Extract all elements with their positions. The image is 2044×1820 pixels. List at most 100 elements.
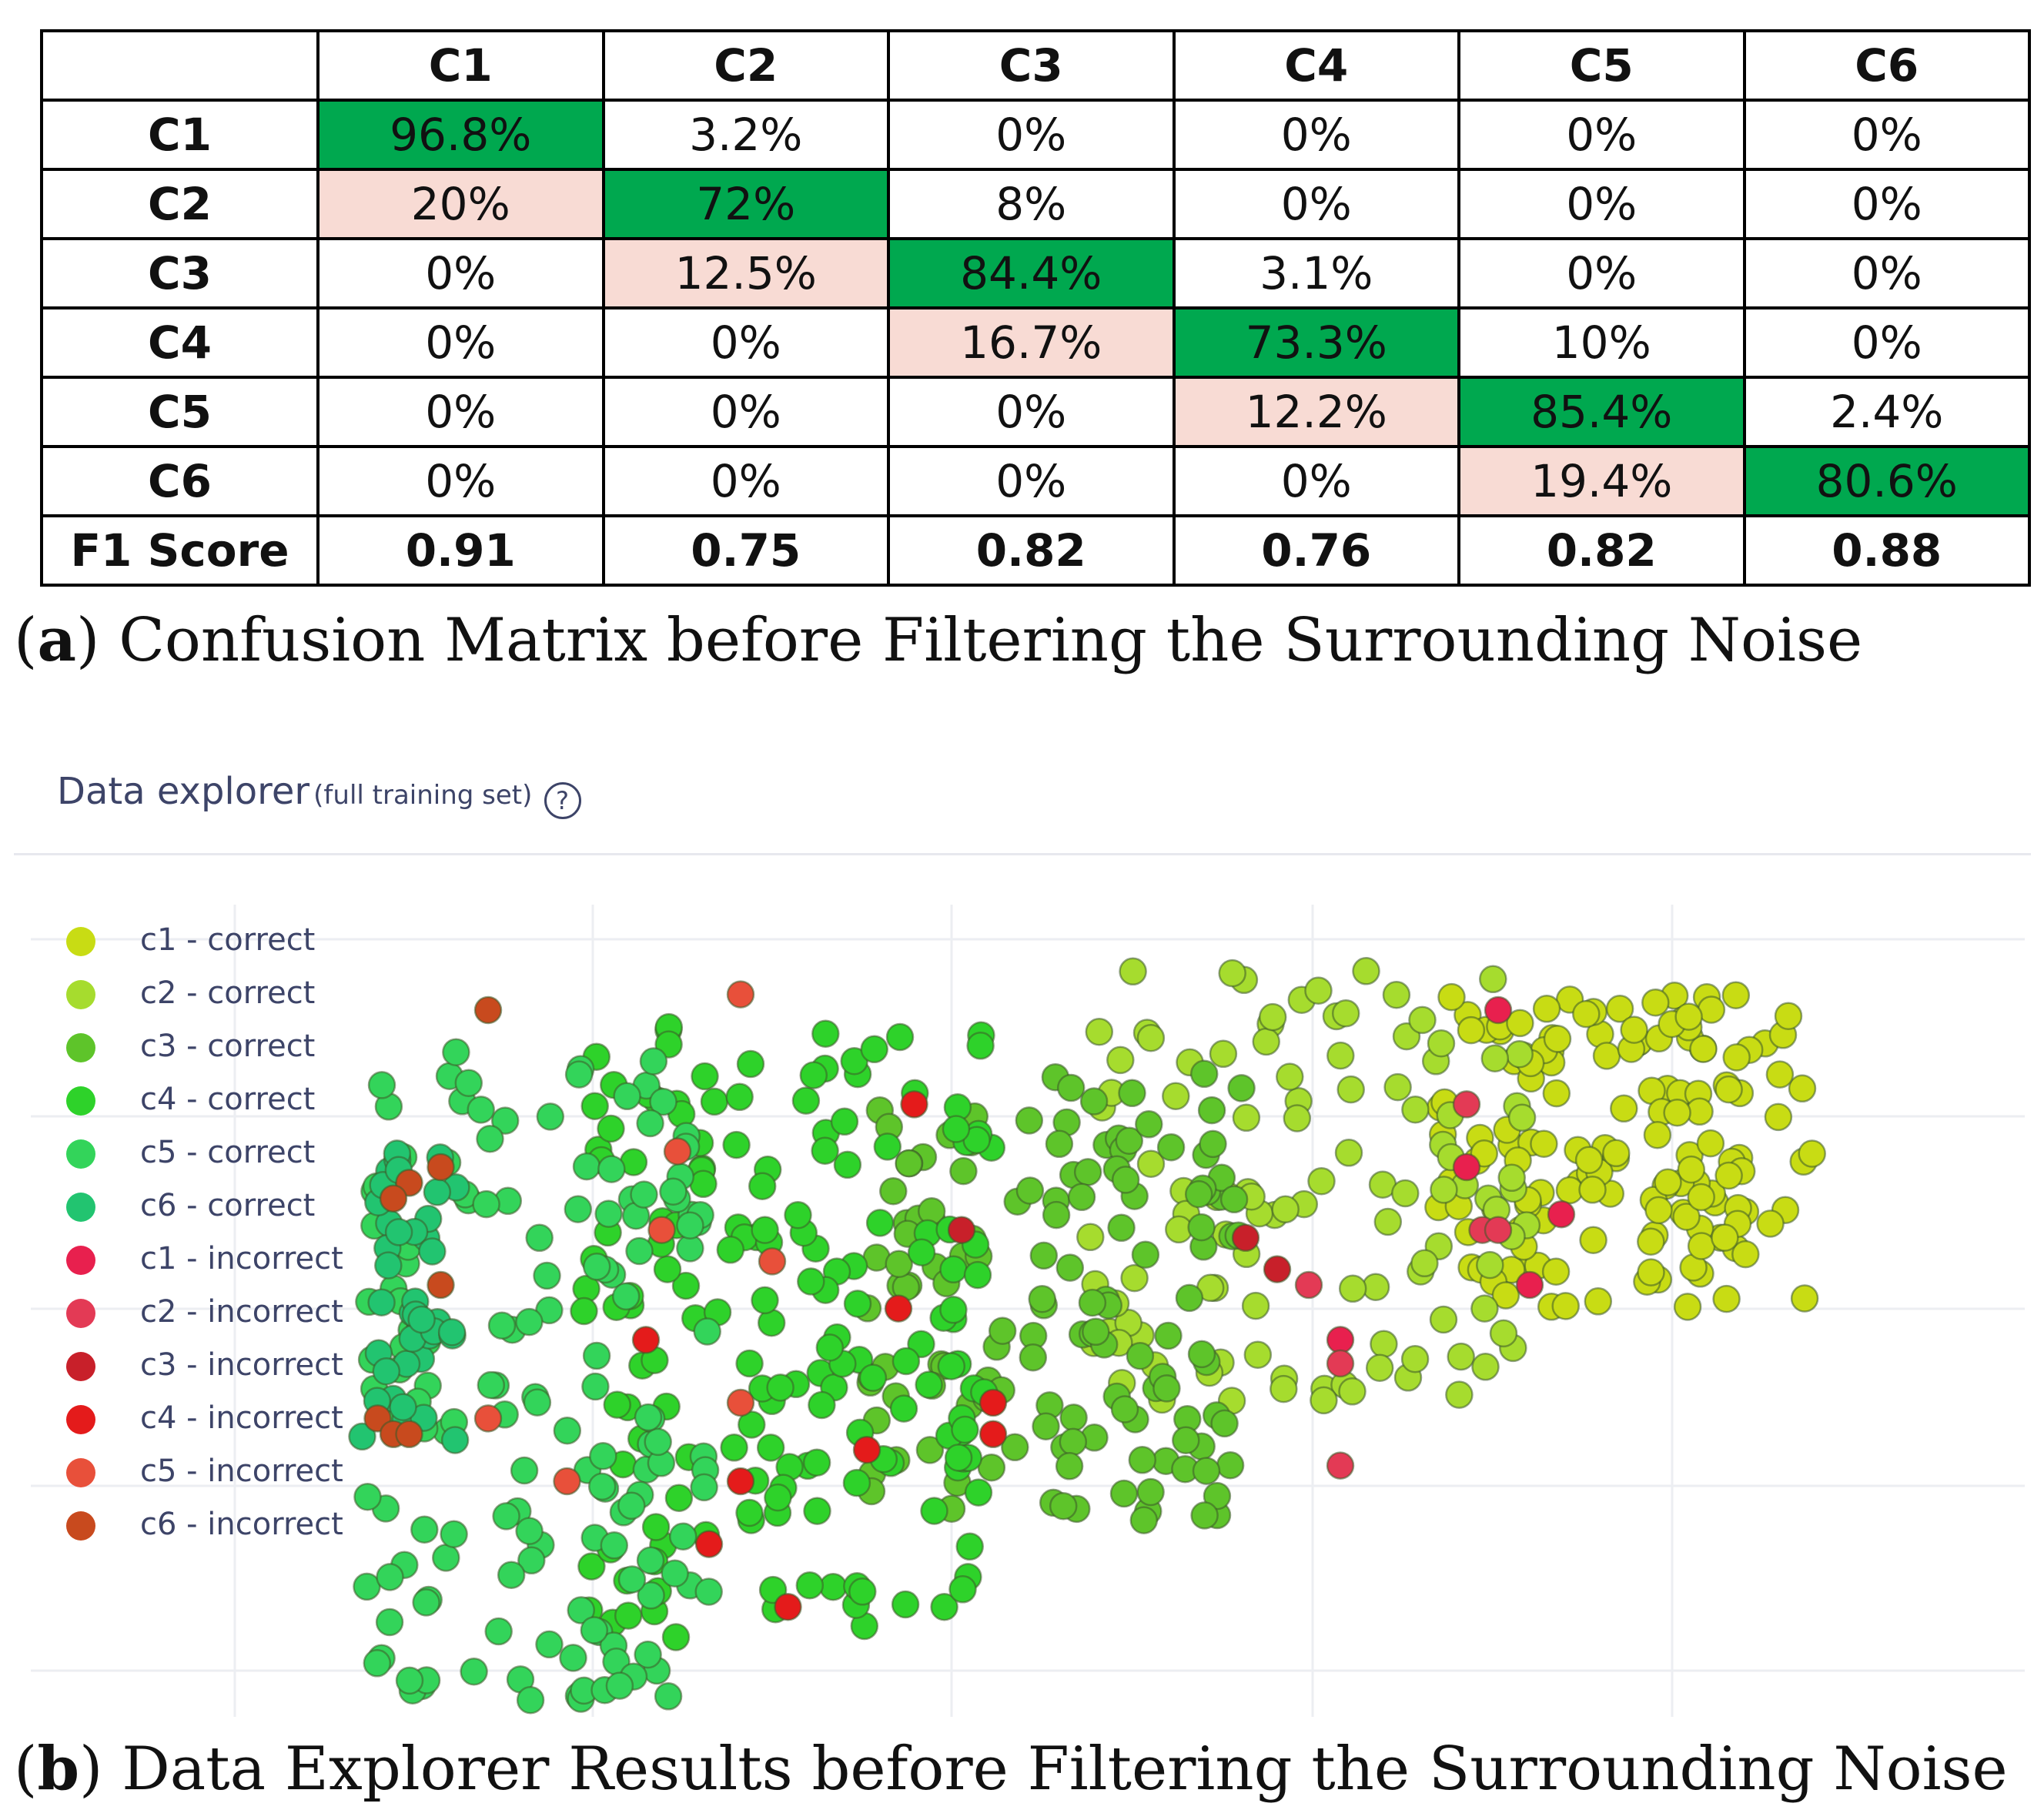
- scatter-point-c5-correct: [611, 1282, 641, 1311]
- scatter-point-c4-correct: [860, 1035, 888, 1064]
- scatter-point-c5-correct: [553, 1416, 582, 1445]
- scatter-point-c5-correct: [376, 1563, 404, 1591]
- scatter-point-c2-correct: [1326, 1041, 1355, 1070]
- explorer-title-text: Data explorer: [57, 770, 310, 813]
- scatter-point-c5-correct: [572, 1152, 601, 1181]
- scatter-point-c2-correct: [1252, 1027, 1280, 1056]
- scatter-point-c5-correct: [581, 1372, 610, 1401]
- scatter-point-c3-correct: [1110, 1395, 1139, 1424]
- matrix-cell: 0%: [316, 445, 605, 517]
- scatter-point-c2-correct: [1400, 1344, 1430, 1373]
- question-circle-icon[interactable]: ?: [544, 781, 581, 819]
- scatter-point-c2-correct: [1307, 1166, 1336, 1196]
- column-header: C6: [1742, 29, 2031, 102]
- scatter-point-c1-correct: [1721, 981, 1751, 1009]
- scatter-point-c1-correct: [1491, 1281, 1520, 1310]
- scatter-point-c2-correct: [1476, 1250, 1504, 1280]
- table-row: C4 0% 0% 16.7% 73.3% 10% 0%: [40, 306, 2031, 379]
- matrix-cell: 0%: [887, 99, 1176, 171]
- scatter-point-c1-incorrect: [1547, 1199, 1576, 1229]
- scatter-point-c2-correct: [1507, 1103, 1537, 1132]
- scatter-point-c3-correct: [1028, 1284, 1056, 1313]
- scatter-point-c4-correct: [939, 1255, 968, 1284]
- scatter-point-c3-correct: [879, 1176, 908, 1206]
- scatter-point-c3-correct: [1055, 1452, 1084, 1480]
- scatter-point-c3-correct: [1129, 1506, 1159, 1534]
- scatter-point-c2-correct: [1365, 1353, 1394, 1382]
- scatter-point-c4-correct: [964, 1478, 993, 1507]
- column-header: C2: [601, 29, 890, 102]
- scatter-point-c4-correct: [716, 1236, 745, 1264]
- scatter-point-c4-correct: [818, 1572, 848, 1601]
- scatter-point-c2-incorrect: [1452, 1090, 1481, 1119]
- scatter-point-c4-correct: [951, 1415, 979, 1444]
- scatter-point-c2-correct: [1370, 1330, 1398, 1358]
- row-header: C6: [40, 445, 319, 517]
- scatter-point-c1-incorrect: [1515, 1270, 1544, 1300]
- scatter-point-c3-correct: [988, 1316, 1017, 1345]
- scatter-point-c2-correct: [1310, 1386, 1338, 1415]
- table-row: C5 0% 0% 0% 12.2% 85.4% 2.4%: [40, 376, 2031, 448]
- divider: [14, 853, 2031, 855]
- scatter-point-c1-incorrect: [1326, 1326, 1355, 1354]
- legend-swatch: [66, 1193, 95, 1222]
- scatter-point-c2-correct: [1162, 1082, 1190, 1110]
- scatter-point-c6-correct: [374, 1251, 403, 1280]
- scatter-point-c3-correct: [1187, 1213, 1216, 1242]
- legend-swatch: [66, 1033, 95, 1062]
- scatter-point-c1-correct: [1764, 1102, 1793, 1132]
- f1-score-cell: 0.82: [1457, 514, 1746, 587]
- scatter-point-c4-correct: [700, 1087, 729, 1116]
- scatter-point-c4-correct: [748, 1172, 777, 1200]
- scatter-point-c2-incorrect: [1294, 1270, 1323, 1300]
- scatter-point-c4-correct: [842, 1468, 871, 1497]
- scatter-point-c2-correct: [1489, 1319, 1518, 1348]
- scatter-point-c4-correct: [830, 1107, 859, 1136]
- scatter-point-c4-correct: [948, 1575, 977, 1604]
- scatter-point-c3-correct: [1055, 1253, 1085, 1282]
- scatter-point-c3-correct: [1019, 1343, 1048, 1372]
- scatter-point-c5-correct: [582, 1341, 611, 1370]
- matrix-cell: 10%: [1457, 306, 1746, 379]
- scatter-point-c6-correct: [367, 1288, 396, 1316]
- caption-letter: b: [37, 1734, 79, 1804]
- scatter-point-c3-correct: [1175, 1283, 1204, 1313]
- scatter-point-c3-incorrect: [1263, 1255, 1292, 1283]
- legend-swatch: [66, 1458, 95, 1487]
- scatter-point-c2-incorrect: [1484, 1216, 1513, 1244]
- scatter-point-c5-incorrect: [647, 1216, 676, 1244]
- row-header: C2: [40, 168, 319, 240]
- legend-label: c1 - correct: [140, 922, 316, 958]
- scatter-point-c2-correct: [1430, 1176, 1458, 1204]
- scatter-point-c4-correct: [907, 1238, 936, 1266]
- scatter-point-c5-correct: [497, 1561, 526, 1589]
- scatter-point-c4-correct: [843, 1290, 872, 1318]
- scatter-point-c3-correct: [895, 1149, 923, 1178]
- scatter-point-c5-correct: [605, 1671, 634, 1700]
- scatter-point-c2-correct: [1304, 976, 1333, 1005]
- matrix-cell: 0%: [601, 306, 890, 379]
- scatter-point-c1-correct: [1756, 1209, 1785, 1238]
- scatter-plot: [31, 905, 2025, 1717]
- scatter-point-c3-correct: [1078, 1288, 1107, 1317]
- matrix-cell: 0%: [1742, 99, 2031, 171]
- scatter-point-c4-correct: [815, 1333, 845, 1362]
- scatter-point-c2-correct: [1243, 1340, 1273, 1369]
- scatter-point-c4-correct: [795, 1571, 825, 1600]
- scatter-point-c3-incorrect: [1231, 1223, 1260, 1253]
- scatter-point-c5-correct: [477, 1370, 506, 1400]
- scatter-point-c4-correct: [873, 1132, 902, 1161]
- scatter-point-c4-correct: [597, 1114, 625, 1143]
- scatter-point-c1-correct: [1542, 1079, 1571, 1108]
- scatter-point-c3-correct: [1126, 1341, 1155, 1370]
- scatter-point-c5-correct: [564, 1195, 593, 1223]
- scatter-point-c1-correct: [1774, 1002, 1803, 1030]
- legend-label: c3 - correct: [140, 1029, 316, 1064]
- matrix-cell: 85.4%: [1457, 376, 1746, 448]
- scatter-point-c2-correct: [1136, 1149, 1166, 1178]
- scatter-point-c3-correct: [1172, 1426, 1200, 1454]
- scatter-point-c3-correct: [1115, 1126, 1144, 1155]
- scatter-point-c4-correct: [603, 1390, 631, 1419]
- scatter-point-c3-correct: [1059, 1403, 1088, 1432]
- legend-label: c3 - incorrect: [140, 1347, 343, 1383]
